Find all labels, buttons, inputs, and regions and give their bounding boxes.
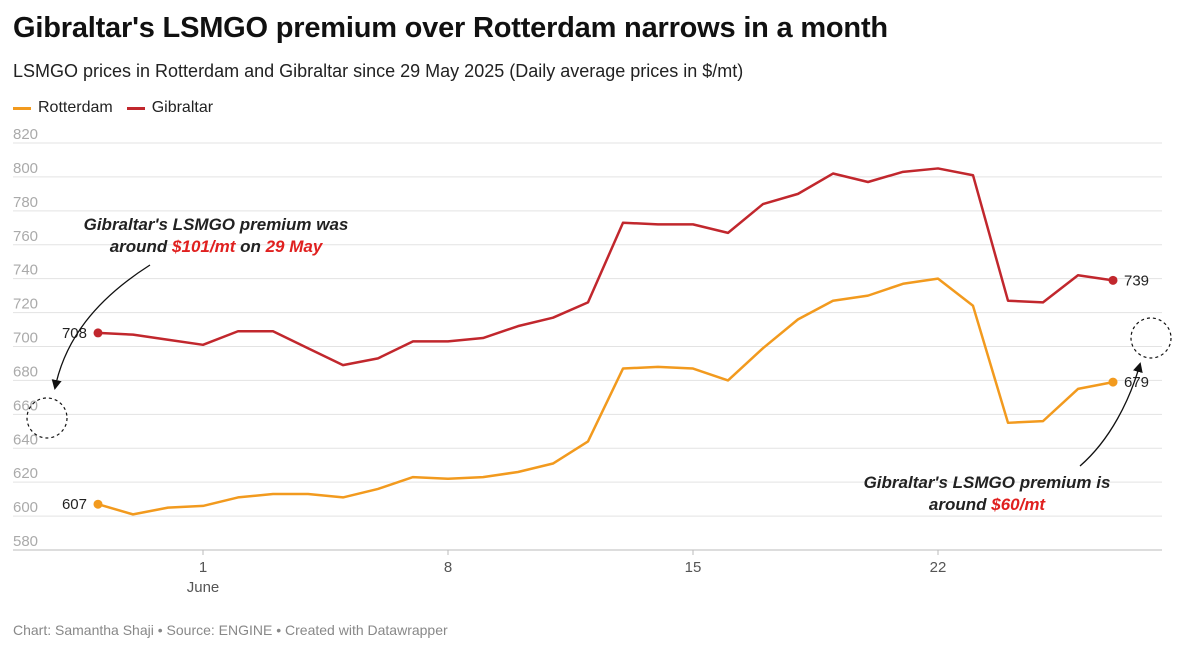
xtick-sublabel-june: June bbox=[187, 579, 220, 596]
annotation-left-circle bbox=[26, 397, 68, 439]
ytick-label-740: 740 bbox=[13, 262, 38, 279]
chart-title: Gibraltar's LSMGO premium over Rotterdam… bbox=[13, 12, 888, 44]
end-point-rotterdam bbox=[1108, 377, 1118, 387]
start-label-rotterdam: 607 bbox=[62, 496, 87, 513]
annotation-left-line2-mid: on bbox=[235, 237, 265, 256]
annotation-right-line2-value: $60/mt bbox=[990, 495, 1046, 514]
annotation-left-arrow bbox=[51, 264, 151, 390]
xtick-label-15: 15 bbox=[685, 559, 702, 576]
ytick-label-800: 800 bbox=[13, 160, 38, 177]
annotation-right-line1: Gibraltar's LSMGO premium is bbox=[864, 473, 1111, 492]
annotation-right-line2: around $60/mt bbox=[929, 495, 1047, 514]
ytick-label-760: 760 bbox=[13, 228, 38, 245]
annotation-left-line2: around $101/mt on 29 May bbox=[110, 237, 324, 256]
legend: Rotterdam Gibraltar bbox=[13, 99, 213, 117]
ytick-label-600: 600 bbox=[13, 499, 38, 516]
annotation-right-line2-prefix: around bbox=[929, 495, 991, 514]
ytick-label-780: 780 bbox=[13, 194, 38, 211]
ytick-label-680: 680 bbox=[13, 363, 38, 380]
ytick-label-700: 700 bbox=[13, 330, 38, 347]
annotation-left-line2-value: $101/mt bbox=[171, 237, 237, 256]
annotation-right-arrow bbox=[1079, 362, 1143, 467]
ytick-label-580: 580 bbox=[13, 533, 38, 550]
start-point-gibraltar bbox=[93, 328, 103, 338]
chart-subtitle: LSMGO prices in Rotterdam and Gibraltar … bbox=[13, 61, 744, 81]
legend-label-gibraltar: Gibraltar bbox=[151, 99, 214, 116]
legend-label-rotterdam: Rotterdam bbox=[38, 99, 113, 116]
chart-footer: Chart: Samantha Shaji • Source: ENGINE •… bbox=[13, 622, 448, 638]
end-point-gibraltar bbox=[1108, 275, 1118, 285]
annotation-left-line2-date: 29 May bbox=[265, 237, 324, 256]
ytick-label-660: 660 bbox=[13, 397, 38, 414]
legend-swatch-rotterdam bbox=[13, 106, 31, 110]
ytick-label-820: 820 bbox=[13, 126, 38, 143]
end-label-gibraltar: 739 bbox=[1124, 272, 1149, 289]
series-line-rotterdam bbox=[97, 277, 1114, 516]
annotation-left-line1: Gibraltar's LSMGO premium was bbox=[84, 215, 349, 234]
ytick-label-640: 640 bbox=[13, 431, 38, 448]
legend-swatch-gibraltar bbox=[126, 106, 145, 110]
xtick-label-22: 22 bbox=[930, 559, 947, 576]
end-label-rotterdam: 679 bbox=[1124, 374, 1149, 391]
ytick-label-720: 720 bbox=[13, 296, 38, 313]
legend-item-gibraltar: Gibraltar bbox=[126, 99, 214, 117]
annotation-left-line2-prefix: around bbox=[110, 237, 172, 256]
start-point-rotterdam bbox=[93, 499, 103, 509]
xtick-label-8: 8 bbox=[444, 559, 452, 576]
xtick-label-1: 1 bbox=[199, 559, 207, 576]
legend-item-rotterdam: Rotterdam bbox=[13, 99, 113, 117]
ytick-label-620: 620 bbox=[13, 465, 38, 482]
series-line-gibraltar bbox=[97, 167, 1114, 367]
annotation-right-circle bbox=[1130, 317, 1172, 359]
